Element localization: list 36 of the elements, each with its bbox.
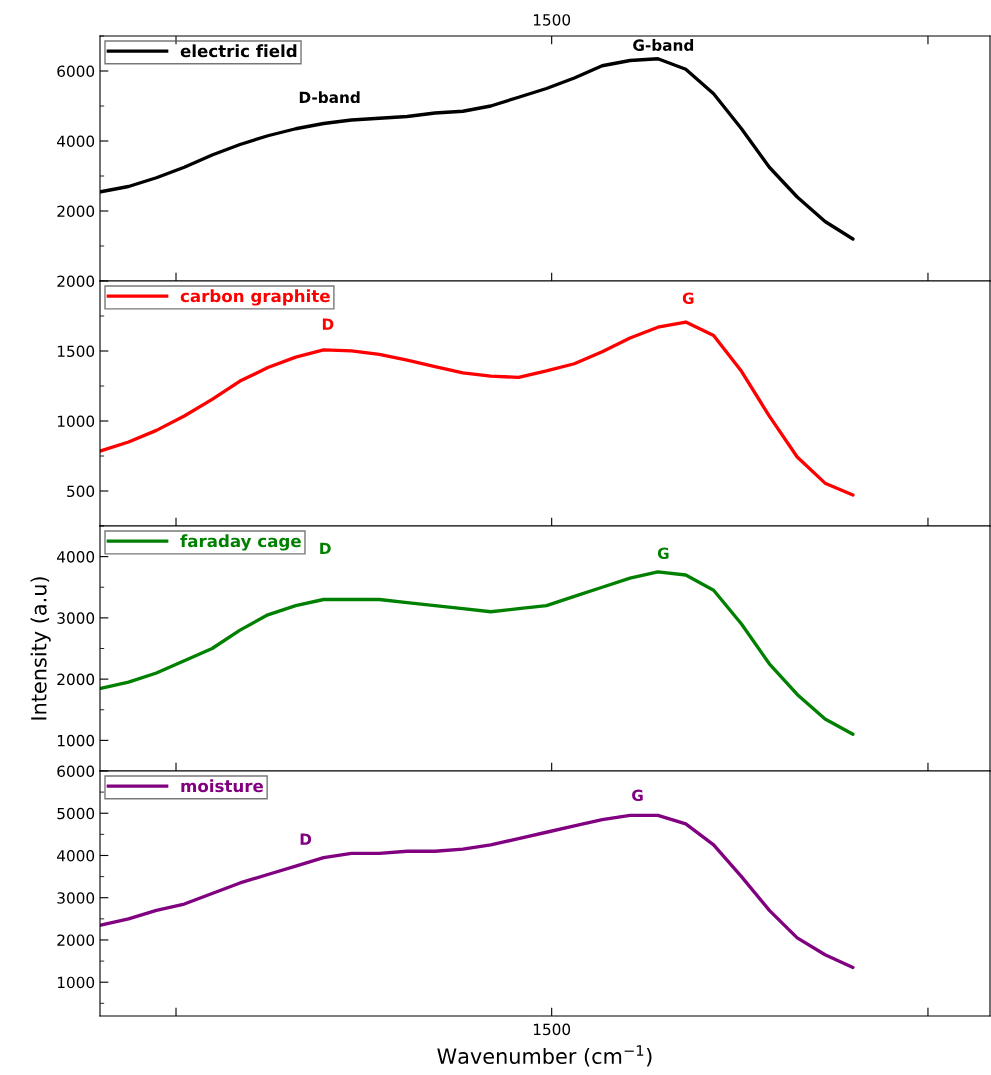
legend-label: moisture [181, 779, 263, 793]
y-tick-label: 1000 [57, 734, 95, 747]
y-tick-label: 5000 [57, 807, 95, 820]
legend-label: faraday cage [180, 534, 301, 551]
annotation: D [300, 833, 312, 845]
text: 1500 [533, 1023, 571, 1036]
y-tick-label: 4000 [57, 135, 95, 148]
annotation: G-band [633, 39, 694, 51]
annotation: D [322, 318, 334, 330]
x-axis-title: Wavenumber (cm$^{−1}$) [437, 1045, 652, 1067]
legend-label: carbon graphite [180, 289, 330, 306]
y-tick-label: 2000 [57, 934, 95, 946]
y-tick-label: 4000 [57, 551, 95, 563]
y-tick-label: 2000 [57, 205, 95, 218]
y-tick-label: 1000 [57, 976, 95, 989]
y-tick-label: 6000 [57, 765, 95, 778]
line-series [100, 570, 855, 736]
annotation: G [632, 789, 643, 802]
line-series [100, 320, 855, 497]
y-tick-label: 500 [67, 485, 95, 498]
y-tick-label: 2000 [57, 673, 95, 686]
y-tick-label: 3000 [57, 892, 95, 904]
y-tick-label: 2000 [57, 275, 95, 288]
annotation: D [320, 542, 331, 554]
line-series [100, 813, 855, 970]
y-tick-label: 3000 [57, 612, 95, 624]
annotation: G [682, 292, 694, 305]
y-tick-label: 6000 [57, 65, 95, 78]
legend-label: electric field [180, 44, 297, 58]
annotation: G [657, 547, 669, 560]
y-tick-label: 1500 [57, 345, 95, 358]
text: 1500 [533, 14, 571, 26]
y-axis-title: Intensity (a.u) [30, 577, 51, 720]
y-tick-label: 4000 [57, 849, 95, 862]
annotation: D-band [299, 91, 360, 104]
y-tick-label: 1000 [57, 415, 95, 428]
